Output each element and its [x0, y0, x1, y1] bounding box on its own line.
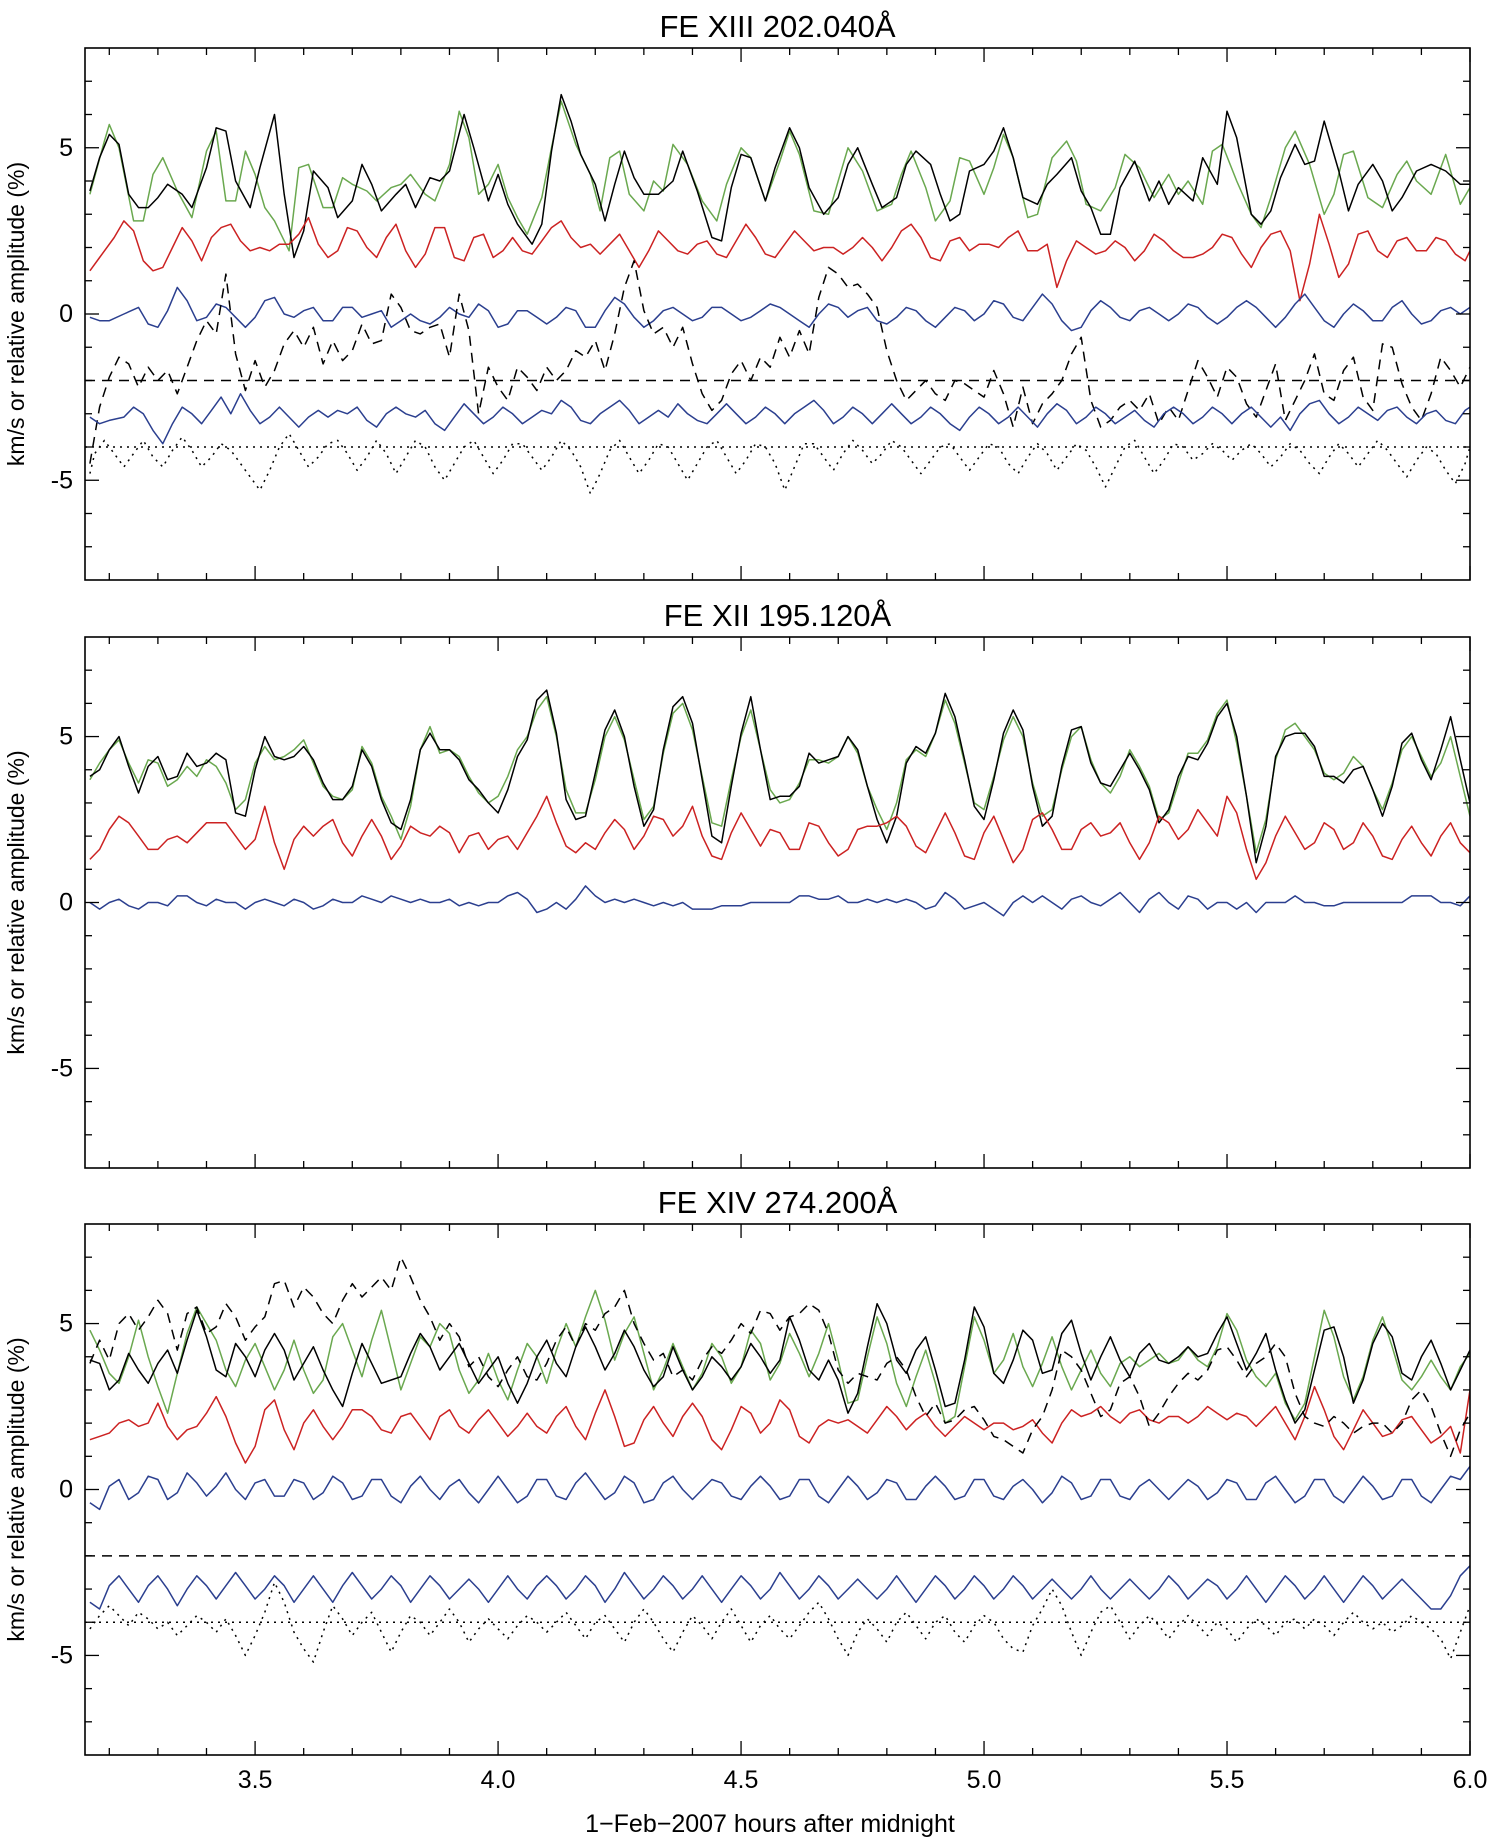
y-axis-label: km/s or relative amplitude (%) [3, 750, 29, 1054]
series-line-black-solid [89, 1302, 1470, 1424]
series-line-red-solid [89, 795, 1470, 881]
series-line-green-solid [89, 100, 1470, 252]
series-line-black-solid [89, 93, 1470, 259]
series-line-blue-solid [89, 1465, 1470, 1511]
y-tick-label: -5 [51, 1054, 73, 1082]
series-line-blue-solid [89, 1565, 1470, 1610]
y-tick-label: 5 [59, 723, 73, 751]
y-tick-label: 0 [59, 300, 73, 328]
y-tick-label: 0 [59, 889, 73, 917]
series-line-blue-solid [89, 393, 1470, 445]
x-tick-label: 5.5 [1210, 1766, 1245, 1794]
panel-title: FE XIII 202.040Å [659, 9, 895, 44]
panel-3: FE XIV 274.200Å km/s or relative amplitud… [3, 1185, 1487, 1794]
plot-area [85, 93, 1470, 495]
series-line-black-solid [89, 689, 1470, 864]
y-tick-label: -5 [51, 1641, 73, 1669]
series-line-black-dashed [89, 260, 1470, 464]
x-tick-label: 6.0 [1453, 1766, 1488, 1794]
y-axis-label: km/s or relative amplitude (%) [3, 162, 29, 466]
panel-2: FE XII 195.120Å km/s or relative amplitud… [3, 598, 1471, 1169]
x-axis-label: 1−Feb−2007 hours after midnight [585, 1810, 955, 1838]
y-axis-label: km/s or relative amplitude (%) [3, 1337, 29, 1641]
series-line-green-solid [89, 1289, 1470, 1424]
plot-area [85, 1256, 1470, 1663]
series-line-black-dotted [89, 432, 1470, 495]
series-line-black-dashed [89, 1256, 1470, 1458]
series-line-blue-solid [89, 885, 1470, 917]
y-tick-label: -5 [51, 466, 73, 494]
panel-title: FE XIV 274.200Å [658, 1185, 898, 1220]
x-tick-label: 4.5 [724, 1766, 759, 1794]
series-line-red-solid [89, 1385, 1470, 1464]
y-tick-label: 5 [59, 1310, 73, 1338]
y-tick-label: 5 [59, 134, 73, 162]
panel-1: FE XIII 202.040Å km/s or relative amplitu… [3, 9, 1471, 581]
plot-area [89, 689, 1470, 917]
x-tick-label: 5.0 [967, 1766, 1002, 1794]
series-line-black-dotted [89, 1581, 1470, 1663]
y-tick-label: 0 [59, 1476, 73, 1504]
series-line-blue-solid [89, 286, 1470, 332]
series-line-green-solid [89, 695, 1470, 854]
series-line-red-solid [89, 213, 1470, 302]
panel-title: FE XII 195.120Å [664, 598, 892, 633]
x-tick-label: 4.0 [481, 1766, 516, 1794]
x-tick-label: 3.5 [238, 1766, 273, 1794]
